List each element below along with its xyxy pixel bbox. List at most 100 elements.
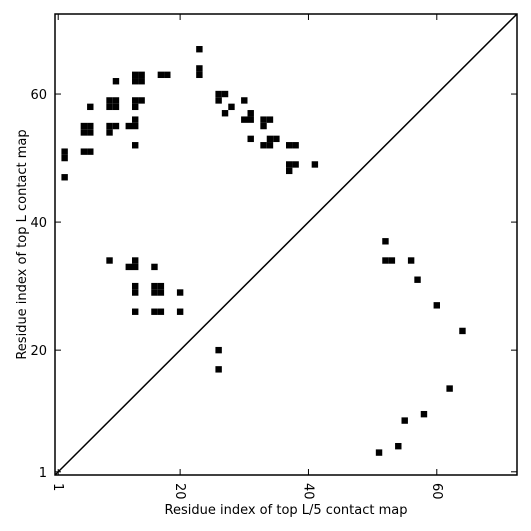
contact-point-0-56 <box>311 161 319 168</box>
contact-point-0-35 <box>221 90 229 98</box>
contact-point-0-25 <box>132 116 139 123</box>
contact-point-0-73 <box>215 346 222 354</box>
contact-point-0-65 <box>157 282 165 290</box>
contact-point-0-17 <box>112 78 120 85</box>
contact-point-0-49 <box>266 135 274 143</box>
contact-point-0-22 <box>138 97 145 104</box>
contact-point-0-64 <box>151 282 158 290</box>
contact-point-0-0 <box>61 148 68 155</box>
contact-point-0-69 <box>132 308 139 315</box>
contact-point-0-40 <box>247 110 254 117</box>
contact-point-0-36 <box>215 97 222 104</box>
plot-frame <box>54 13 518 476</box>
x-tick-label-1: 20 <box>172 483 187 500</box>
contact-point-0-44 <box>260 116 267 123</box>
contact-point-0-45 <box>266 116 274 123</box>
x-tick-label-3: 60 <box>429 483 444 500</box>
contact-point-0-67 <box>157 289 165 296</box>
contact-point-0-50 <box>273 135 280 143</box>
x-tick-label-0: 1 <box>50 483 65 491</box>
contact-point-0-18 <box>132 71 139 79</box>
contact-point-0-77 <box>388 257 396 264</box>
contact-point-0-48 <box>266 142 274 149</box>
contact-point-0-15 <box>112 122 120 130</box>
contact-point-0-74 <box>215 366 222 373</box>
contact-point-0-2 <box>61 174 68 181</box>
y-tick-label-3: 60 <box>30 88 47 103</box>
contact-point-0-8 <box>80 148 88 155</box>
contact-point-0-32 <box>196 65 203 72</box>
contact-point-0-81 <box>459 327 466 335</box>
contact-point-0-79 <box>414 276 421 283</box>
contact-point-0-13 <box>112 103 120 111</box>
contact-point-0-26 <box>125 122 132 130</box>
contact-point-0-76 <box>382 257 389 264</box>
contact-point-0-59 <box>132 263 139 271</box>
contact-point-0-68 <box>176 289 184 296</box>
contact-point-0-37 <box>228 103 235 111</box>
contact-point-0-51 <box>286 142 293 149</box>
contact-point-0-3 <box>87 103 94 111</box>
y-tick-label-0: 1 <box>39 466 47 481</box>
contact-point-0-82 <box>446 385 453 392</box>
contact-point-0-86 <box>375 449 383 456</box>
contact-point-0-71 <box>157 308 165 315</box>
contact-point-0-47 <box>260 142 267 149</box>
contact-point-0-31 <box>196 46 203 53</box>
contact-point-0-1 <box>61 154 68 162</box>
contact-point-0-46 <box>260 122 267 130</box>
contact-point-0-23 <box>132 97 139 104</box>
contact-point-0-9 <box>87 148 94 155</box>
contact-point-0-54 <box>292 161 299 168</box>
contact-point-0-12 <box>106 103 113 111</box>
contact-point-0-80 <box>433 302 440 309</box>
contact-point-0-78 <box>407 257 415 264</box>
contact-point-0-28 <box>132 142 139 149</box>
contact-point-0-66 <box>151 289 158 296</box>
contact-point-0-70 <box>151 308 158 315</box>
contact-point-0-19 <box>138 71 145 79</box>
contact-point-0-52 <box>292 142 299 149</box>
contact-point-0-85 <box>395 442 402 450</box>
y-axis-title: Residue index of top L contact map <box>15 129 30 359</box>
contact-point-0-21 <box>138 78 145 85</box>
contact-point-0-34 <box>215 90 222 98</box>
contact-point-0-6 <box>80 129 88 136</box>
contact-point-0-27 <box>132 122 139 130</box>
contact-point-0-75 <box>382 238 389 245</box>
x-axis-title: Residue index of top L/5 contact map <box>165 503 408 518</box>
contact-point-0-11 <box>112 97 120 104</box>
contact-point-0-55 <box>286 167 293 175</box>
y-tick-label-1: 20 <box>30 344 47 359</box>
contact-point-0-39 <box>241 97 248 104</box>
contact-point-0-24 <box>132 103 139 111</box>
contact-point-0-30 <box>164 71 171 79</box>
ticks-layer: 1 20 40 60 1 20 40 60 <box>30 14 517 500</box>
contact-point-0-72 <box>176 308 184 315</box>
contact-point-0-10 <box>106 97 113 104</box>
points-layer <box>61 46 466 456</box>
contact-point-0-63 <box>132 289 139 296</box>
contact-point-0-60 <box>132 257 139 264</box>
contact-point-0-42 <box>247 116 254 123</box>
contact-point-0-16 <box>106 129 113 136</box>
contact-point-0-33 <box>196 71 203 79</box>
contact-point-0-4 <box>80 122 88 130</box>
contact-point-0-38 <box>221 110 229 117</box>
y-tick-label-2: 40 <box>30 216 47 231</box>
contact-point-0-53 <box>286 161 293 168</box>
contact-point-0-7 <box>87 129 94 136</box>
contact-point-0-58 <box>125 263 132 271</box>
contact-point-0-29 <box>157 71 165 79</box>
contact-point-0-5 <box>87 122 94 130</box>
contact-point-0-41 <box>241 116 248 123</box>
contact-point-0-61 <box>151 263 158 271</box>
contact-point-0-43 <box>247 135 254 143</box>
x-tick-label-2: 40 <box>300 483 315 500</box>
contact-point-0-57 <box>106 257 113 264</box>
diagonal-line <box>54 13 518 476</box>
contact-point-0-20 <box>132 78 139 85</box>
contact-point-0-84 <box>401 417 408 424</box>
contact-point-0-14 <box>106 122 113 130</box>
